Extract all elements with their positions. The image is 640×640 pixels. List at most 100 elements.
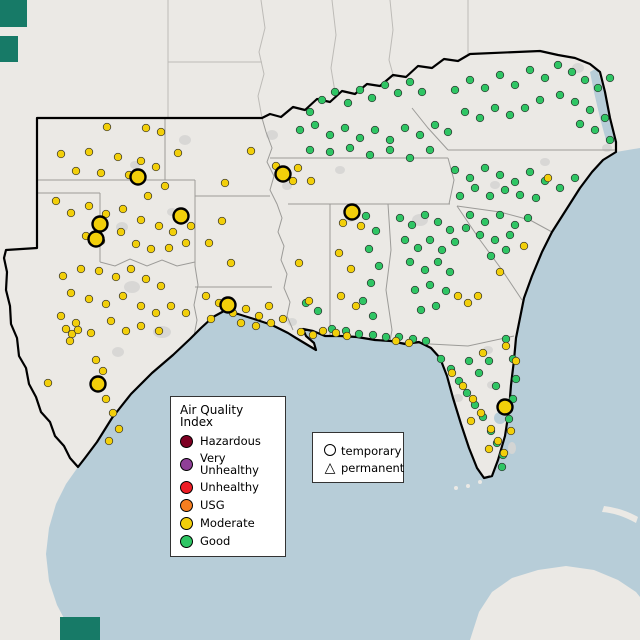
station-dot-good[interactable]: [355, 85, 365, 95]
station-dot-good[interactable]: [395, 213, 405, 223]
station-dot-moderate[interactable]: [56, 149, 66, 159]
station-dot-moderate[interactable]: [466, 416, 476, 426]
station-dot-moderate[interactable]: [356, 221, 366, 231]
station-dot-moderate[interactable]: [96, 168, 106, 178]
station-marker-temporary[interactable]: [87, 230, 105, 248]
station-dot-good[interactable]: [425, 235, 435, 245]
station-dot-good[interactable]: [450, 237, 460, 247]
station-dot-moderate[interactable]: [478, 348, 488, 358]
station-dot-moderate[interactable]: [91, 355, 101, 365]
station-dot-good[interactable]: [520, 103, 530, 113]
station-dot-good[interactable]: [425, 280, 435, 290]
station-dot-moderate[interactable]: [266, 318, 276, 328]
station-dot-moderate[interactable]: [84, 294, 94, 304]
station-dot-moderate[interactable]: [94, 266, 104, 276]
station-dot-moderate[interactable]: [43, 378, 53, 388]
station-dot-moderate[interactable]: [156, 281, 166, 291]
station-dot-good[interactable]: [354, 329, 364, 339]
station-dot-good[interactable]: [325, 130, 335, 140]
station-dot-good[interactable]: [370, 125, 380, 135]
station-dot-moderate[interactable]: [141, 274, 151, 284]
station-dot-moderate[interactable]: [118, 204, 128, 214]
station-dot-good[interactable]: [474, 368, 484, 378]
station-dot-moderate[interactable]: [104, 436, 114, 446]
station-marker-temporary[interactable]: [219, 296, 237, 314]
station-dot-moderate[interactable]: [101, 394, 111, 404]
station-dot-moderate[interactable]: [226, 258, 236, 268]
station-dot-good[interactable]: [413, 243, 423, 253]
station-dot-moderate[interactable]: [186, 221, 196, 231]
station-dot-good[interactable]: [511, 374, 521, 384]
station-dot-good[interactable]: [593, 83, 603, 93]
station-dot-moderate[interactable]: [86, 328, 96, 338]
station-dot-good[interactable]: [580, 75, 590, 85]
station-dot-moderate[interactable]: [453, 291, 463, 301]
station-dot-moderate[interactable]: [458, 381, 468, 391]
station-dot-moderate[interactable]: [391, 336, 401, 346]
station-dot-moderate[interactable]: [71, 166, 81, 176]
station-dot-moderate[interactable]: [166, 301, 176, 311]
station-dot-good[interactable]: [317, 95, 327, 105]
station-dot-good[interactable]: [358, 296, 368, 306]
station-dot-good[interactable]: [465, 210, 475, 220]
station-dot-moderate[interactable]: [254, 311, 264, 321]
station-dot-good[interactable]: [585, 105, 595, 115]
station-dot-good[interactable]: [486, 251, 496, 261]
station-dot-moderate[interactable]: [493, 436, 503, 446]
station-points-layer[interactable]: [43, 60, 615, 472]
station-dot-moderate[interactable]: [543, 173, 553, 183]
station-dot-good[interactable]: [450, 85, 460, 95]
station-dot-good[interactable]: [420, 265, 430, 275]
station-dot-good[interactable]: [462, 388, 472, 398]
station-dot-moderate[interactable]: [51, 196, 61, 206]
station-dot-good[interactable]: [305, 107, 315, 117]
station-dot-good[interactable]: [367, 93, 377, 103]
station-dot-moderate[interactable]: [102, 122, 112, 132]
station-dot-good[interactable]: [504, 414, 514, 424]
station-dot-good[interactable]: [464, 356, 474, 366]
station-dot-good[interactable]: [400, 235, 410, 245]
station-dot-good[interactable]: [455, 191, 465, 201]
station-dot-moderate[interactable]: [98, 366, 108, 376]
station-dot-moderate[interactable]: [76, 264, 86, 274]
station-dot-good[interactable]: [405, 77, 415, 87]
station-dot-good[interactable]: [525, 65, 535, 75]
station-dot-moderate[interactable]: [136, 321, 146, 331]
station-dot-good[interactable]: [441, 286, 451, 296]
station-dot-moderate[interactable]: [288, 176, 298, 186]
station-dot-moderate[interactable]: [126, 264, 136, 274]
station-dot-moderate[interactable]: [58, 271, 68, 281]
station-dot-good[interactable]: [381, 332, 391, 342]
station-marker-temporary[interactable]: [129, 168, 147, 186]
station-dot-moderate[interactable]: [73, 325, 83, 335]
station-dot-good[interactable]: [450, 165, 460, 175]
station-dot-moderate[interactable]: [308, 330, 318, 340]
station-dot-moderate[interactable]: [220, 178, 230, 188]
station-dot-good[interactable]: [605, 135, 615, 145]
station-marker-temporary[interactable]: [274, 165, 292, 183]
station-dot-moderate[interactable]: [156, 127, 166, 137]
station-dot-good[interactable]: [500, 185, 510, 195]
station-dot-moderate[interactable]: [143, 191, 153, 201]
station-dot-good[interactable]: [416, 305, 426, 315]
station-dot-moderate[interactable]: [66, 208, 76, 218]
station-dot-moderate[interactable]: [351, 301, 361, 311]
station-dot-good[interactable]: [400, 123, 410, 133]
station-dot-moderate[interactable]: [136, 156, 146, 166]
station-dot-moderate[interactable]: [241, 304, 251, 314]
station-dot-good[interactable]: [465, 75, 475, 85]
station-dot-moderate[interactable]: [306, 176, 316, 186]
station-dot-good[interactable]: [365, 150, 375, 160]
station-dot-good[interactable]: [368, 311, 378, 321]
station-dot-good[interactable]: [385, 145, 395, 155]
station-dot-moderate[interactable]: [246, 146, 256, 156]
station-dot-good[interactable]: [445, 267, 455, 277]
station-dot-moderate[interactable]: [61, 324, 71, 334]
station-dot-moderate[interactable]: [278, 314, 288, 324]
station-dot-good[interactable]: [407, 220, 417, 230]
station-dot-moderate[interactable]: [118, 291, 128, 301]
station-dot-good[interactable]: [515, 190, 525, 200]
station-dot-good[interactable]: [366, 278, 376, 288]
station-dot-good[interactable]: [368, 330, 378, 340]
station-dot-moderate[interactable]: [121, 326, 131, 336]
